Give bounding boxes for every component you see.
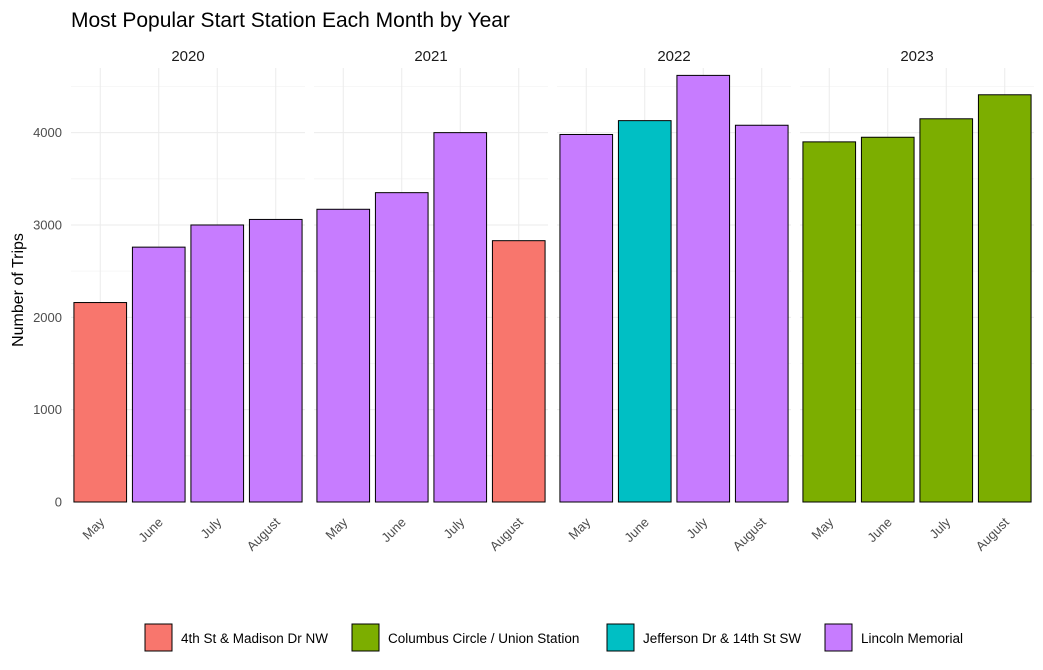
y-axis-label: Number of Trips	[10, 233, 27, 347]
facets: 2020 May June July August 2021 May June July Augu…	[71, 48, 1034, 554]
bar-2020-july	[190, 224, 245, 503]
facet-strip-label: 2020	[171, 48, 204, 65]
x-tick-label: July	[197, 514, 224, 541]
legend-label: Jefferson Dr & 14th St SW	[643, 631, 801, 646]
x-tick-label: May	[808, 514, 836, 542]
legend-item: Jefferson Dr & 14th St SW	[606, 623, 801, 652]
legend-swatch	[351, 623, 380, 652]
legend-item: Columbus Circle / Union Station	[351, 623, 579, 652]
x-tick-label: May	[322, 514, 350, 542]
facet-2020: 2020 May June July August	[71, 48, 305, 554]
x-tick-label: June	[135, 515, 166, 546]
facet-2021: 2021 May June July August	[314, 48, 548, 554]
x-tick-label: August	[487, 514, 526, 553]
y-axis-ticks: 0 1000 2000 3000 4000	[33, 125, 62, 509]
legend: 4th St & Madison Dr NW Columbus Circle / …	[144, 623, 963, 652]
chart-title: Most Popular Start Station Each Month by…	[71, 9, 510, 32]
facet-strip-label: 2023	[900, 48, 933, 65]
x-tick-label: June	[621, 515, 652, 546]
facet-2022: 2022 May June July August	[557, 48, 791, 554]
legend-label: 4th St & Madison Dr NW	[181, 631, 328, 646]
legend-swatch	[144, 623, 173, 652]
y-tick-label: 0	[55, 495, 62, 510]
legend-swatch	[606, 623, 635, 652]
x-tick-label: July	[683, 514, 710, 541]
bar-2023-june	[860, 136, 915, 503]
y-tick-label: 2000	[33, 310, 62, 325]
facet-strip-label: 2021	[414, 48, 447, 65]
legend-label: Columbus Circle / Union Station	[388, 631, 579, 646]
legend-item: Lincoln Memorial	[824, 623, 963, 652]
facet-2023: 2023 May June July August	[800, 48, 1034, 554]
x-tick-label: July	[440, 514, 467, 541]
facet-strip-label: 2022	[657, 48, 690, 65]
bar-2020-june	[131, 246, 186, 503]
y-tick-label: 3000	[33, 217, 62, 232]
x-tick-label: August	[973, 514, 1012, 553]
legend-swatch	[824, 623, 853, 652]
x-tick-label: August	[244, 514, 283, 553]
x-tick-label: July	[926, 514, 953, 541]
bar-2022-august	[734, 124, 789, 503]
bar-2023-july	[919, 118, 974, 503]
bar-2022-june	[617, 120, 672, 503]
x-tick-label: June	[864, 515, 895, 546]
bar-2021-august	[491, 240, 546, 503]
bar-2022-july	[676, 74, 731, 503]
bar-2021-may	[316, 208, 371, 503]
x-tick-label: June	[378, 515, 409, 546]
bar-2020-august	[248, 218, 303, 503]
y-tick-label: 1000	[33, 402, 62, 417]
bar-2020-may	[73, 302, 128, 503]
legend-item: 4th St & Madison Dr NW	[144, 623, 328, 652]
x-tick-label: May	[79, 514, 107, 542]
bar-2021-july	[433, 132, 488, 503]
bar-2021-june	[374, 192, 429, 503]
legend-label: Lincoln Memorial	[861, 631, 963, 646]
y-tick-label: 4000	[33, 125, 62, 140]
bar-2022-may	[559, 133, 614, 503]
bar-2023-august	[977, 94, 1032, 503]
x-tick-label: August	[730, 514, 769, 553]
x-tick-label: May	[565, 514, 593, 542]
bar-2023-may	[802, 141, 857, 503]
